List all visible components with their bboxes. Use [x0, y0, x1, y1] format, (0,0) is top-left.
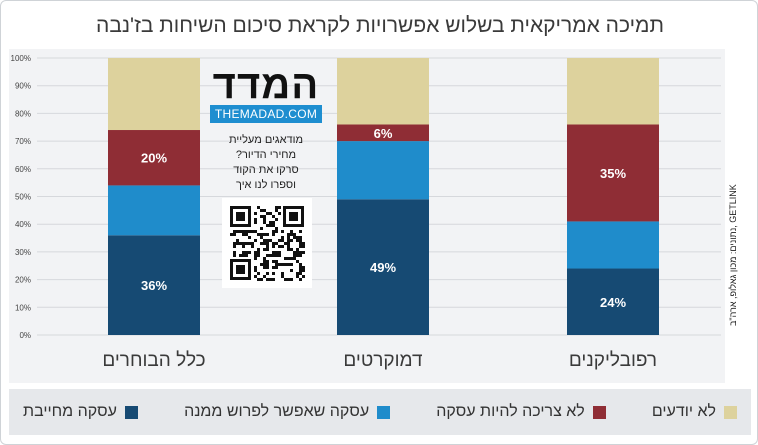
data-label: 6% — [374, 126, 393, 141]
bar-segment-tentative — [108, 185, 200, 236]
legend-label: לא יודעים — [651, 403, 716, 420]
y-tick-label: 30% — [15, 248, 31, 257]
legend-label: עסקה שאפשר לפרוש ממנה — [184, 403, 370, 420]
logo-url: THEMADAD.COM — [210, 105, 322, 123]
logo-wordmark: המדד — [212, 63, 320, 107]
legend-label: לא צריכה להיות עסקה — [436, 403, 585, 420]
chart-title: תמיכה אמריקאית בשלוש אפשרויות לקראת סיכו… — [96, 14, 664, 37]
category-label: רפובליקנים — [569, 350, 657, 371]
promo-line: וספרו לנו איך — [236, 179, 296, 191]
data-label: 24% — [600, 295, 626, 310]
bar-segment-dont_know — [337, 58, 429, 125]
y-tick-label: 60% — [15, 165, 31, 174]
source-note: נתונים: מכון גאלופ, ארה"ב, GETLINK — [728, 184, 738, 326]
data-label: 36% — [141, 278, 167, 293]
promo-line: סרקו את הקוד — [233, 164, 299, 176]
bar-segment-dont_know — [108, 58, 200, 131]
y-tick-label: 50% — [15, 193, 31, 202]
logo: המדד THEMADAD.COM — [210, 65, 322, 123]
legend-swatch — [724, 405, 737, 419]
qr-code-graphic — [230, 206, 305, 281]
y-tick-label: 20% — [15, 276, 31, 285]
bar-segment-no_deal — [108, 130, 200, 186]
bar-segment-dont_know — [567, 58, 659, 125]
y-tick-label: 0% — [19, 331, 31, 340]
legend-item-no-deal: לא צריכה להיות עסקה — [436, 403, 606, 421]
bar-segment-tentative — [567, 221, 659, 269]
legend-item-dont-know: לא יודעים — [652, 403, 737, 421]
y-tick-label: 40% — [15, 220, 31, 229]
legend-swatch — [124, 405, 138, 419]
data-label: 35% — [600, 166, 626, 181]
bar-segment-committed — [567, 268, 659, 335]
promo-line: מודאגים מעליית — [229, 134, 303, 146]
y-tick-label: 80% — [15, 109, 31, 118]
bar-segment-tentative — [337, 141, 429, 200]
legend-swatch — [377, 405, 391, 419]
data-label: 20% — [141, 151, 167, 166]
bar-segment-no_deal — [567, 124, 659, 222]
y-tick-label: 100% — [11, 54, 31, 63]
y-tick-label: 70% — [15, 137, 31, 146]
y-tick-label: 10% — [15, 303, 31, 312]
qr-code-icon[interactable] — [222, 198, 312, 288]
data-label: 49% — [370, 260, 396, 275]
legend-swatch — [592, 405, 606, 419]
category-label: דמוקרטים — [343, 350, 423, 371]
bar-segment-committed — [108, 235, 200, 335]
promo-text: מודאגים מעליית מחירי הדיור? סרקו את הקוד… — [211, 133, 321, 193]
legend-item-committed: עסקה מחייבת — [23, 403, 138, 421]
legend-item-tentative: עסקה שאפשר לפרוש ממנה — [184, 403, 391, 421]
category-label: כלל הבוחרים — [102, 350, 205, 371]
legend-label: עסקה מחייבת — [23, 403, 117, 420]
bar-segment-no_deal — [337, 124, 429, 142]
promo-line: מחירי הדיור? — [235, 149, 297, 161]
bar-segment-committed — [337, 199, 429, 335]
y-tick-label: 90% — [15, 82, 31, 91]
legend: לא יודעים לא צריכה להיות עסקה עסקה שאפשר… — [9, 389, 751, 435]
